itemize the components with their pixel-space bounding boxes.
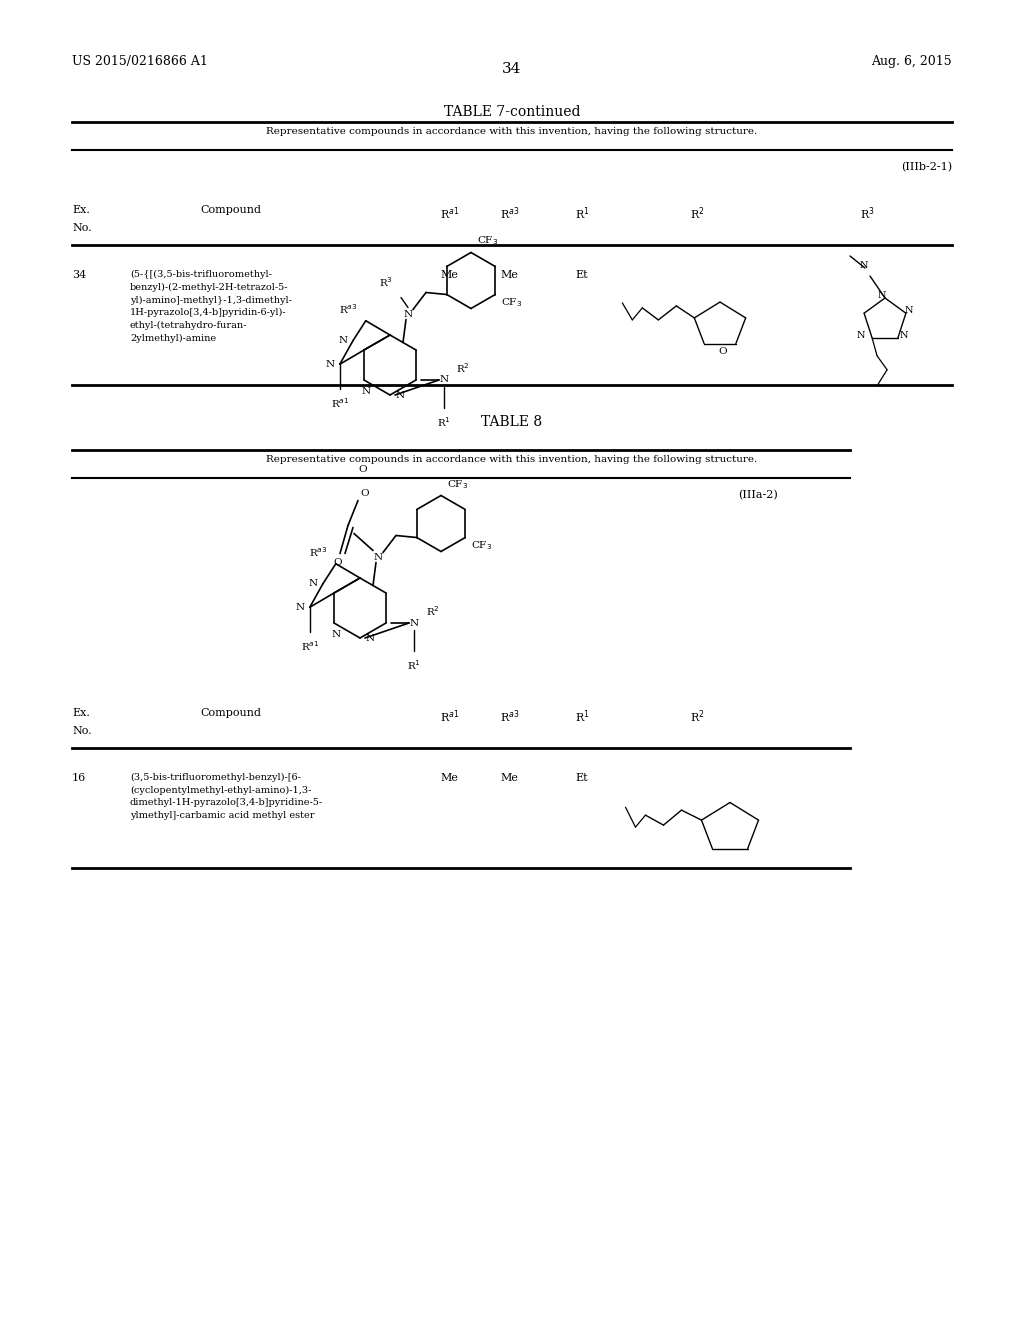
Text: R$^{a3}$: R$^{a3}$ [339,302,357,315]
Text: R$^{a1}$: R$^{a1}$ [440,708,460,725]
Text: Compound: Compound [200,708,261,718]
Text: TABLE 7-continued: TABLE 7-continued [443,106,581,119]
Text: R$^2$: R$^2$ [456,362,470,375]
Text: (3,5-bis-trifluoromethyl-benzyl)-[6-
(cyclopentylmethyl-ethyl-amino)-1,3-
dimeth: (3,5-bis-trifluoromethyl-benzyl)-[6- (cy… [130,774,324,820]
Text: (IIIa-2): (IIIa-2) [738,490,778,500]
Text: N: N [332,630,341,639]
Text: CF$_3$: CF$_3$ [471,540,493,552]
Text: (IIIb-2-1): (IIIb-2-1) [901,162,952,173]
Text: O: O [360,488,369,498]
Text: R$^{a1}$: R$^{a1}$ [301,639,318,653]
Text: N: N [374,553,383,562]
Text: R$^2$: R$^2$ [426,605,439,618]
Text: R$^{a3}$: R$^{a3}$ [500,708,519,725]
Text: Ex.: Ex. [72,205,90,215]
Text: R$^{a3}$: R$^{a3}$ [500,205,519,222]
Text: R$^1$: R$^1$ [407,657,421,672]
Text: N: N [396,391,406,400]
Text: R$^2$: R$^2$ [690,708,705,725]
Text: R$^2$: R$^2$ [690,205,705,222]
Text: R$^3$: R$^3$ [860,205,874,222]
Text: Ex.: Ex. [72,708,90,718]
Text: (5-{[(3,5-bis-trifluoromethyl-
benzyl)-(2-methyl-2H-tetrazol-5-
yl)-amino]-methy: (5-{[(3,5-bis-trifluoromethyl- benzyl)-(… [130,271,292,343]
Text: O: O [358,465,367,474]
Text: O: O [334,557,342,566]
Text: N: N [366,634,375,643]
Text: N: N [900,330,908,339]
Text: R$^3$: R$^3$ [379,276,393,289]
Text: N: N [859,261,868,271]
Text: R$^1$: R$^1$ [575,205,590,222]
Text: N: N [878,290,886,300]
Text: R$^{a1}$: R$^{a1}$ [331,396,349,411]
Text: Representative compounds in accordance with this invention, having the following: Representative compounds in accordance w… [266,127,758,136]
Text: Representative compounds in accordance with this invention, having the following: Representative compounds in accordance w… [266,455,758,465]
Text: CF$_3$: CF$_3$ [501,297,522,309]
Text: 34: 34 [72,271,86,280]
Text: CF$_3$: CF$_3$ [477,235,499,247]
Text: Me: Me [500,774,518,783]
Text: Aug. 6, 2015: Aug. 6, 2015 [871,55,952,69]
Text: N: N [296,603,305,611]
Text: N: N [361,387,371,396]
Text: N: N [410,619,419,627]
Text: Me: Me [440,774,458,783]
Text: N: N [439,375,449,384]
Text: No.: No. [72,726,91,737]
Text: No.: No. [72,223,91,234]
Text: N: N [856,330,865,339]
Text: R$^1$: R$^1$ [575,708,590,725]
Text: US 2015/0216866 A1: US 2015/0216866 A1 [72,55,208,69]
Text: R$^{a3}$: R$^{a3}$ [309,545,328,558]
Text: 34: 34 [503,62,521,77]
Text: Compound: Compound [200,205,261,215]
Text: Me: Me [500,271,518,280]
Text: N: N [326,360,335,368]
Text: R$^{a1}$: R$^{a1}$ [440,205,460,222]
Text: Et: Et [575,774,588,783]
Text: O: O [719,347,727,356]
Text: N: N [403,310,413,319]
Text: Me: Me [440,271,458,280]
Text: N: N [339,337,348,346]
Text: TABLE 8: TABLE 8 [481,414,543,429]
Text: N: N [309,579,317,589]
Text: Et: Et [575,271,588,280]
Text: 16: 16 [72,774,86,783]
Text: N: N [905,305,913,314]
Text: CF$_3$: CF$_3$ [447,478,468,491]
Text: R$^1$: R$^1$ [437,414,451,429]
